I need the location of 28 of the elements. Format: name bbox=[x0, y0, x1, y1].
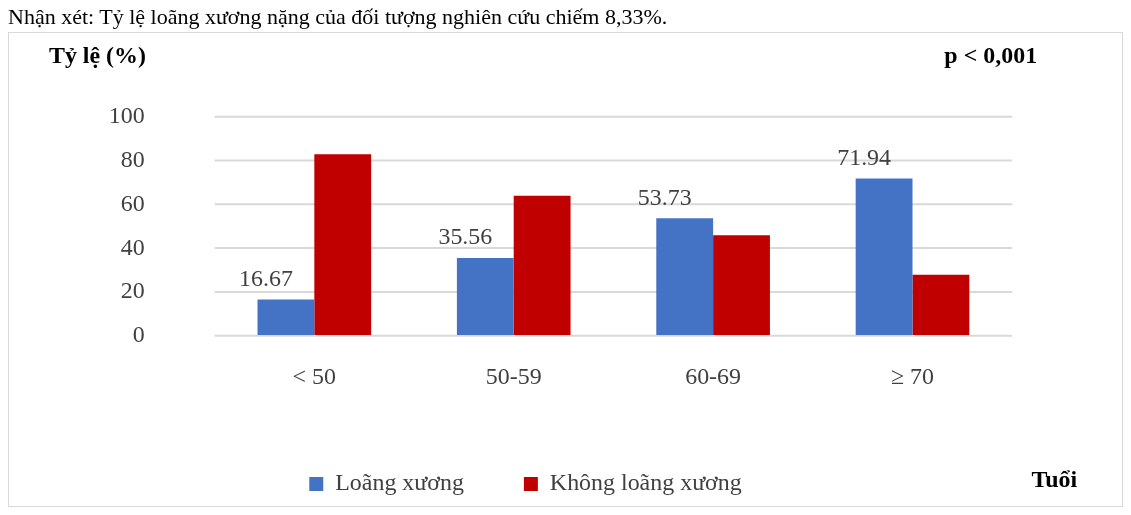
bar bbox=[513, 195, 571, 335]
data-label: 71.94 bbox=[837, 143, 892, 170]
legend-label: Loãng xương bbox=[335, 469, 464, 496]
text: Nhận xét: Tỷ lệ loãng xương nặng của đối tượng nghiên cứu chiếm 8,33%. bbox=[8, 4, 668, 30]
bar bbox=[257, 299, 315, 335]
bar bbox=[855, 178, 913, 335]
text: p < 0,001 bbox=[944, 42, 1038, 69]
x-tick-label: 60-69 bbox=[685, 363, 742, 390]
y-tick-label: 80 bbox=[120, 146, 145, 173]
bar bbox=[656, 218, 714, 335]
y-tick-label: 40 bbox=[120, 233, 145, 260]
data-label: 16.67 bbox=[239, 264, 293, 291]
data-label: 35.56 bbox=[438, 223, 493, 250]
x-tick-label: 50-59 bbox=[485, 363, 542, 390]
bar bbox=[912, 274, 970, 335]
bar bbox=[713, 235, 770, 335]
x-tick-label: ≥ 70 bbox=[890, 363, 935, 390]
legend-label: Không loãng xương bbox=[549, 469, 742, 496]
data-label: 53.73 bbox=[637, 183, 692, 210]
y-tick-label: 100 bbox=[108, 102, 145, 129]
y-tick-label: 20 bbox=[120, 277, 145, 304]
y-axis-title: Tỷ lệ (%) bbox=[48, 42, 146, 69]
bar bbox=[314, 154, 372, 335]
y-tick-label: 60 bbox=[120, 189, 145, 216]
y-tick-label: 0 bbox=[132, 321, 145, 348]
x-axis-title: Tuổi bbox=[1031, 466, 1078, 493]
bar bbox=[456, 258, 514, 335]
x-tick-label: < 50 bbox=[292, 363, 337, 390]
